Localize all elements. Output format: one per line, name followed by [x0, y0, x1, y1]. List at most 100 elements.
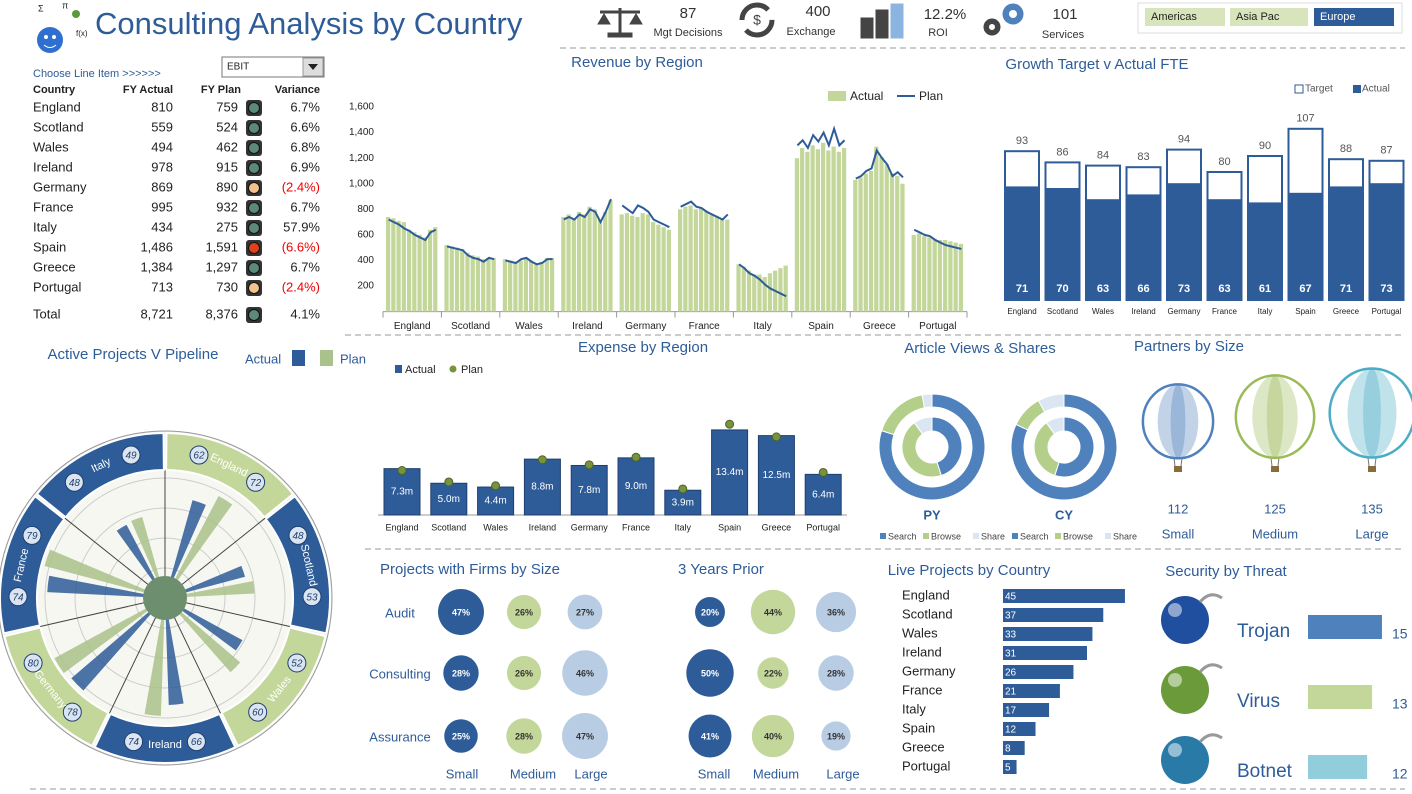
radial-bar	[71, 609, 154, 691]
status-dot	[248, 222, 260, 234]
variance-cell: (2.4%)	[282, 279, 320, 294]
bubble	[562, 650, 608, 696]
value-badge	[22, 525, 42, 545]
donut-slice	[1010, 393, 1118, 501]
radial-bar	[116, 524, 157, 584]
value-label: 74	[12, 592, 24, 603]
bar	[491, 257, 496, 312]
dropdown[interactable]	[221, 56, 325, 78]
bar-label: 5	[1005, 763, 1011, 774]
x-tick-label: Portugal	[1372, 307, 1402, 316]
bar-label: 17	[1005, 706, 1017, 717]
plan-cell: 932	[216, 199, 238, 214]
legend-swatch	[449, 365, 457, 373]
value-badge	[8, 587, 28, 607]
x-tick-label: Ireland	[572, 321, 603, 332]
balloon-stripe	[1170, 384, 1186, 459]
radial-hub	[143, 576, 187, 620]
balloon-basket	[1174, 466, 1182, 472]
bar	[1003, 589, 1125, 603]
legend-label: Plan	[461, 364, 483, 376]
bar	[1003, 665, 1074, 679]
bar	[444, 245, 449, 312]
value-badge	[124, 732, 144, 752]
chart-title: Article Views & Shares	[904, 340, 1055, 357]
y-tick-label: England	[902, 587, 950, 602]
bar	[698, 208, 704, 312]
bubble-label: 44%	[764, 607, 782, 617]
actual-label: 63	[1097, 283, 1109, 295]
region-label[interactable]: Europe	[1320, 11, 1355, 23]
plan-cell: 8,376	[205, 306, 238, 321]
balloon-basket	[1271, 466, 1279, 472]
legend-label: Plan	[340, 351, 366, 366]
x-tick-label: Italy	[675, 522, 692, 532]
plan-dot	[725, 419, 735, 429]
bar	[879, 156, 884, 312]
bar	[664, 489, 702, 516]
x-tick-label: Scotland	[1047, 307, 1078, 316]
bar	[1003, 627, 1093, 641]
bar	[624, 213, 630, 312]
bar	[661, 227, 666, 312]
region-button[interactable]	[1314, 8, 1394, 26]
column-label: Large	[826, 766, 859, 781]
legend-label: Actual	[405, 364, 436, 376]
bubble	[750, 589, 796, 635]
region-button[interactable]	[1145, 8, 1225, 26]
x-tick-label: Greece	[762, 522, 792, 532]
bar-value: 12	[1392, 766, 1408, 782]
line-item-prompt: Choose Line Item >>>>>>	[33, 68, 161, 80]
column-label: Large	[574, 766, 607, 781]
plan-dot	[491, 481, 501, 491]
bar	[465, 252, 470, 312]
bar	[826, 150, 831, 312]
separators	[30, 47, 1405, 790]
bubble	[695, 597, 725, 627]
bar-label: 8	[1005, 744, 1011, 755]
legend-label: Browse	[931, 531, 961, 541]
plan-line	[855, 148, 904, 180]
dropdown-value[interactable]: EBIT	[227, 62, 249, 73]
chart-title: Expense by Region	[578, 339, 708, 356]
status-dot	[248, 309, 260, 321]
bar	[767, 273, 773, 312]
row-label: Consulting	[369, 666, 430, 681]
actual-label: 73	[1380, 283, 1392, 295]
kpi-label: ROI	[928, 27, 948, 39]
region-label[interactable]: Americas	[1151, 11, 1197, 23]
bar	[460, 248, 465, 312]
legend-label: Target	[1305, 84, 1333, 95]
value-label: 5.0m	[438, 494, 460, 505]
donut-slice	[931, 416, 963, 477]
y-tick-label: Greece	[902, 739, 945, 754]
legend-swatch	[1294, 84, 1304, 94]
region-button[interactable]	[1230, 8, 1308, 26]
legend-swatch	[880, 533, 886, 539]
x-tick-label: England	[385, 522, 418, 532]
actual-bar	[1045, 188, 1080, 300]
region-label[interactable]: Asia Pac	[1236, 11, 1280, 23]
bar-value: 15	[1392, 626, 1408, 642]
x-tick-label: Germany	[571, 522, 609, 532]
bar	[645, 214, 651, 312]
kpi-label: Mgt Decisions	[653, 27, 723, 39]
column-label: Small	[698, 766, 731, 781]
column-header: FY Actual	[123, 84, 173, 96]
bubble-label: 20%	[701, 607, 719, 617]
x-tick-label: Ireland	[1131, 307, 1155, 316]
balloon-stripe	[1347, 368, 1397, 458]
value-badge	[121, 445, 141, 465]
variance-cell: 6.9%	[290, 159, 320, 174]
bar	[523, 257, 528, 312]
actual-label: 66	[1137, 283, 1149, 295]
actual-cell: 869	[151, 179, 173, 194]
bar	[868, 170, 874, 312]
kpi-value: 12.2%	[924, 6, 967, 23]
bar	[570, 464, 608, 516]
radial-bar	[44, 549, 149, 594]
bubble-label: 22%	[764, 668, 782, 678]
bubble	[438, 589, 484, 635]
legend-label: Share	[981, 531, 1005, 541]
